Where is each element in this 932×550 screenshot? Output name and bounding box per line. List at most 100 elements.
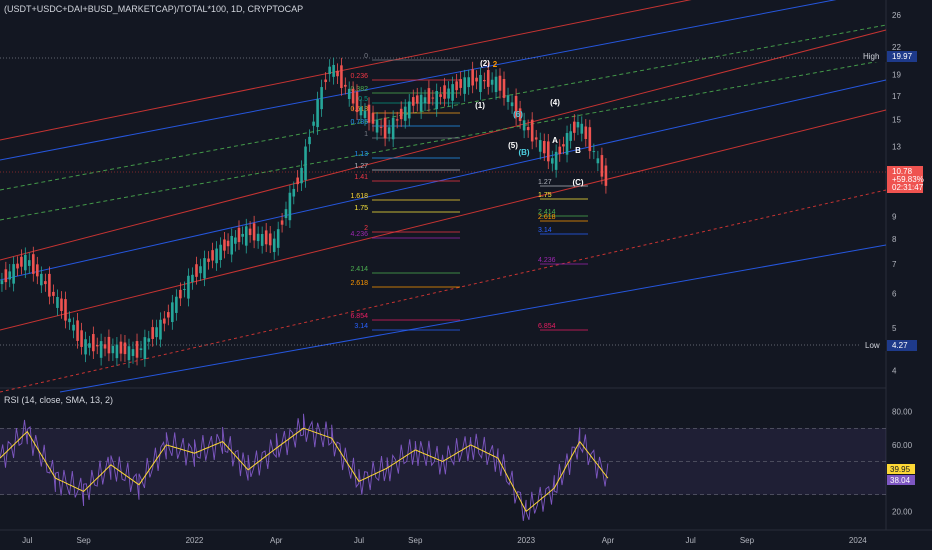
candle-body (292, 188, 296, 197)
candle-body (127, 346, 131, 361)
fib-level-label: 2 (364, 225, 368, 232)
price-tick-label: 19 (892, 71, 901, 80)
candle-body (211, 250, 214, 261)
fib-level-label: 2.414 (350, 266, 368, 273)
fib-level-label: 1 (364, 131, 368, 138)
price-tick-label: 26 (892, 11, 901, 20)
high-tag-label: High (863, 52, 879, 61)
candle-body (471, 69, 474, 86)
rsi-tick-label: 20.00 (892, 507, 913, 516)
price-tick-label: 7 (892, 260, 897, 269)
candle-body (241, 233, 244, 237)
price-axis[interactable]: 26 22 19 17 15 13 9 8 7 6 5 4 High 19.97 Low 4.27 10.78+… (860, 11, 924, 375)
current-price-tag (887, 166, 923, 193)
channel-line (0, 59, 887, 221)
candle-body (195, 264, 198, 277)
candle-body (375, 119, 379, 133)
wave-label: (C) (572, 178, 583, 187)
time-axis[interactable]: Jul Sep 2022 Apr Jul Sep 2023 Apr Jul Sep 2024 (22, 536, 867, 545)
candle-body (411, 97, 415, 106)
candle-body (324, 79, 327, 83)
candle-body (431, 97, 435, 99)
candle-body (175, 296, 178, 313)
candle-body (31, 254, 35, 274)
candle-body (248, 228, 252, 236)
candle-body (463, 77, 466, 94)
time-tick-label: 2024 (849, 536, 867, 545)
candle-body (580, 123, 584, 134)
candle-body (151, 327, 154, 339)
candle-body (191, 274, 194, 283)
candle-body (88, 343, 91, 348)
candle-body (115, 344, 119, 359)
candle-body (0, 280, 4, 285)
fib-level-label: 1.618 (350, 193, 368, 200)
candle-body (486, 70, 490, 87)
rsi-ma-line (0, 427, 609, 513)
candle-body (328, 66, 331, 75)
candle-body (423, 97, 427, 104)
fib-level-label: 2.414 (538, 209, 556, 216)
candle-body (427, 88, 431, 104)
rsi-indicator-title[interactable]: RSI (14, close, SMA, 13, 2) (4, 395, 114, 405)
candle-body (300, 167, 303, 184)
fib-level-label: 3.14 (538, 227, 552, 234)
candle-body (304, 146, 307, 181)
channel-line (0, 109, 887, 331)
candle-body (522, 120, 526, 131)
candle-body (340, 65, 343, 89)
candle-body (596, 158, 600, 164)
candle-body (395, 119, 399, 121)
low-value-bg (887, 340, 917, 351)
candle-body (451, 84, 454, 101)
candle-body (171, 302, 174, 323)
low-value-label: 4.27 (892, 341, 908, 350)
candle-body (143, 337, 147, 360)
candle-body (336, 70, 339, 77)
candle-body (546, 141, 550, 162)
candle-body (387, 127, 391, 134)
candle-body (284, 209, 288, 219)
low-tag-label: Low (865, 341, 880, 350)
candle-body (84, 339, 87, 355)
candle-body (347, 88, 351, 99)
candle-body (407, 101, 411, 119)
fib-level-label: 6.854 (350, 313, 368, 320)
candle-body (280, 220, 284, 225)
rsi-value-label: 39.95 (890, 465, 911, 474)
time-tick-label: Sep (740, 536, 755, 545)
regression-channels (0, 0, 887, 393)
candle-body (573, 121, 576, 133)
current-change-label: +59.83% (892, 175, 924, 184)
rsi-panel (0, 413, 886, 521)
candle-body (403, 106, 407, 121)
wave-label: (4) (550, 98, 560, 107)
candle-body (435, 90, 439, 110)
candle-body (538, 140, 542, 152)
candle-body (498, 75, 502, 91)
candle-body (119, 341, 123, 354)
candle-body (569, 131, 572, 141)
candle-body (592, 151, 596, 153)
candle-body (604, 165, 608, 186)
candle-body (554, 151, 558, 170)
fib-level-label: 1.75 (538, 192, 552, 199)
candle-body (8, 271, 12, 280)
candle-body (363, 110, 367, 118)
fib-level-label: 6.854 (538, 323, 556, 330)
elliott-wave-labels: (1) (2) 2 (4) (5) (6) (B) A B (C) (475, 59, 584, 187)
candle-body (72, 324, 75, 331)
symbol-title[interactable]: (USDT+USDC+DAI+BUSD_MARKETCAP)/TOTAL*100… (4, 4, 304, 14)
rsi-axis[interactable]: 80.00 60.00 20.00 39.95 38.04 (887, 408, 915, 517)
candle-body (371, 113, 375, 124)
candle-body (367, 104, 371, 123)
candle-body (4, 269, 8, 283)
fib-level-label: 1.13 (354, 151, 368, 158)
candle-body (244, 226, 248, 246)
price-tick-label: 6 (892, 289, 897, 298)
candle-body (260, 233, 264, 246)
candle-body (163, 318, 166, 324)
candle-body (207, 258, 210, 262)
candle-body (234, 237, 237, 244)
